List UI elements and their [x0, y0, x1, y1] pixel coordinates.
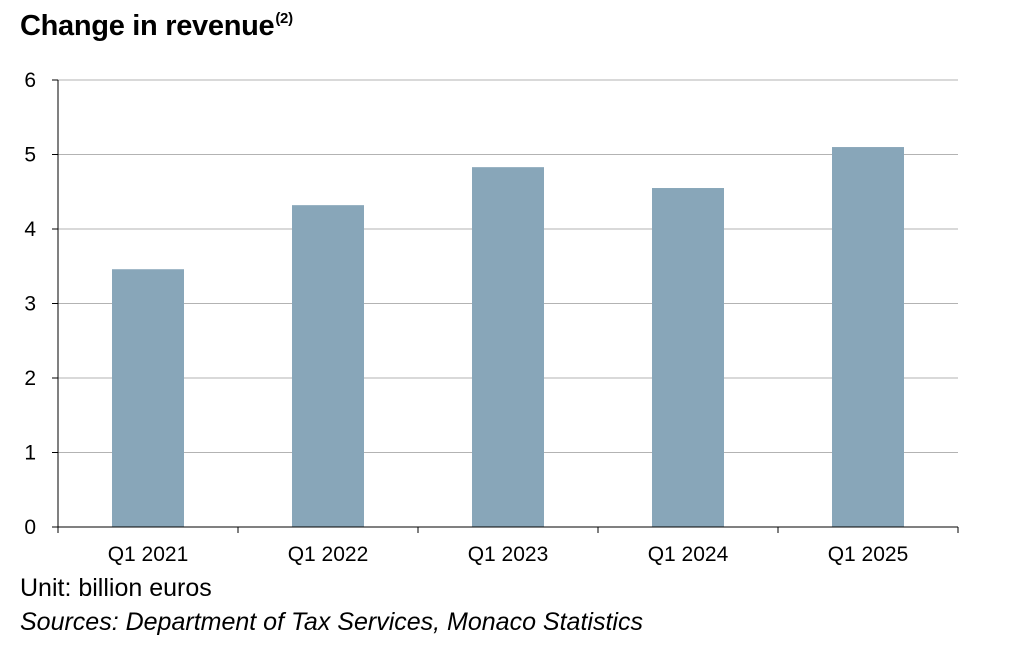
chart-title: Change in revenue(2) — [20, 10, 293, 43]
bar — [652, 188, 724, 527]
y-tick-label: 3 — [24, 293, 36, 316]
title-footnote-marker: (2) — [275, 10, 293, 27]
chart-title-text: Change in revenue — [20, 10, 275, 42]
y-tick-label: 1 — [24, 442, 36, 465]
y-tick-label: 0 — [24, 516, 36, 539]
y-tick-label: 4 — [24, 218, 36, 241]
x-tick-label: Q1 2021 — [108, 543, 189, 566]
y-tick-label: 2 — [24, 367, 36, 390]
bar-chart: 0 1 2 3 4 5 6 Q1 2021 Q1 2022 Q1 2023 Q1 2024 Q1 20… — [24, 69, 959, 566]
x-tick-label: Q1 2022 — [288, 543, 369, 566]
bars — [112, 147, 904, 528]
unit-note: Unit: billion euros — [20, 574, 212, 602]
x-tick-label: Q1 2024 — [648, 543, 729, 566]
source-note: Sources: Department of Tax Services, Mon… — [20, 608, 643, 636]
bar — [292, 205, 364, 527]
bar — [832, 147, 904, 528]
axes — [52, 79, 959, 533]
x-tick-label: Q1 2025 — [828, 543, 909, 566]
y-tick-label: 5 — [24, 144, 36, 167]
x-tick-label: Q1 2023 — [468, 543, 549, 566]
y-tick-label: 6 — [24, 69, 36, 92]
bar — [472, 167, 544, 528]
bar — [112, 269, 184, 527]
tick-labels: 0 1 2 3 4 5 6 Q1 2021 Q1 2022 Q1 2023 Q1 2024 Q1 20… — [24, 69, 908, 566]
